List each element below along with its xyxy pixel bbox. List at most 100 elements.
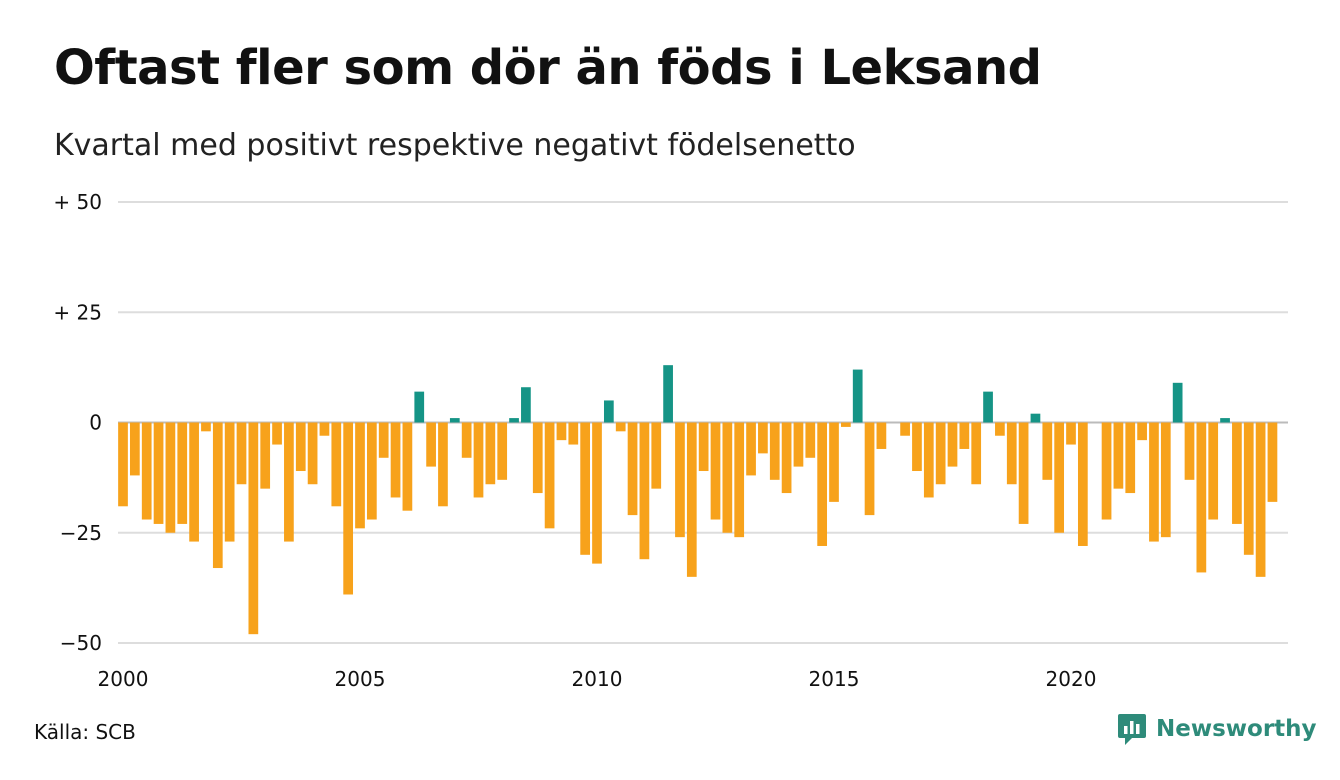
bar-negative [272, 422, 282, 445]
bar-negative [615, 422, 626, 432]
bar-negative [284, 422, 294, 542]
bar-negative [1184, 422, 1195, 480]
bar-negative [1137, 422, 1147, 441]
bar-negative [390, 422, 401, 498]
x-tick-label: 2000 [98, 667, 149, 691]
bar-negative [971, 422, 982, 485]
bar-negative [734, 422, 745, 538]
brand-name: Newsworthy [1156, 716, 1317, 742]
bar-negative [639, 422, 650, 560]
y-tick-label: −50 [60, 631, 102, 655]
bar-negative [592, 422, 602, 564]
bar-negative [864, 422, 875, 516]
bar-negative [402, 422, 413, 511]
bar-negative [129, 422, 140, 476]
bar-negative [1006, 422, 1017, 485]
bar-negative [1243, 422, 1254, 555]
bar-negative [461, 422, 472, 458]
bar-negative [722, 422, 733, 533]
brand-logo: Newsworthy [1117, 712, 1317, 746]
bar-negative [165, 422, 176, 533]
bar-negative [1255, 422, 1266, 577]
bar-positive [663, 365, 673, 423]
bar-negative [153, 422, 164, 524]
bar-negative [177, 422, 188, 524]
bar-negative [876, 422, 887, 449]
bar-negative [473, 422, 484, 498]
bar-negative [793, 422, 804, 467]
bar-negative [947, 422, 958, 467]
source-note: Källa: SCB [34, 720, 136, 744]
bar-negative [959, 422, 970, 449]
bar-negative [248, 422, 259, 635]
x-tick-label: 2015 [809, 667, 860, 691]
bar-negative [1160, 422, 1171, 538]
bar-negative [236, 422, 247, 485]
bar-negative [568, 422, 579, 445]
bar-negative [817, 422, 828, 546]
bar-negative [307, 422, 318, 485]
bars [118, 365, 1278, 635]
bar-negative [295, 422, 306, 472]
bar-negative [781, 422, 792, 494]
bar-negative [212, 422, 223, 569]
bar-positive [1030, 413, 1041, 423]
bar-negative [912, 422, 922, 472]
bar-negative [580, 422, 591, 555]
bar-negative [1125, 422, 1136, 494]
bar-negative [698, 422, 709, 472]
bar-negative [1054, 422, 1065, 533]
bar-negative [556, 422, 567, 441]
bar-negative [686, 422, 697, 577]
bar-negative [675, 422, 685, 538]
x-tick-label: 2005 [335, 667, 386, 691]
bar-negative [1066, 422, 1076, 445]
bar-positive [603, 400, 614, 423]
bar-negative [1149, 422, 1159, 542]
bar-negative [118, 422, 128, 507]
bar-positive [414, 391, 425, 423]
bar-positive [1220, 418, 1230, 423]
bar-negative [935, 422, 946, 485]
x-tick-label: 2010 [572, 667, 623, 691]
bar-negative [438, 422, 448, 507]
bar-positive [852, 369, 863, 423]
bar-negative [224, 422, 235, 542]
bar-positive [1172, 382, 1183, 423]
chart-subtitle: Kvartal med positivt respektive negativt… [54, 128, 856, 163]
bar-negative [1018, 422, 1029, 524]
newsworthy-logo-icon [1118, 714, 1146, 745]
bar-negative [1077, 422, 1088, 546]
bar-negative [900, 422, 910, 436]
bar-negative [805, 422, 816, 458]
bar-positive [449, 418, 460, 423]
bar-negative [201, 422, 211, 432]
bar-negative [710, 422, 721, 520]
bar-negative [829, 422, 839, 502]
bar-positive [983, 391, 993, 423]
bar-negative [995, 422, 1005, 436]
bar-positive [509, 418, 519, 423]
chart-title: Oftast fler som dör än föds i Leksand [54, 40, 1042, 96]
bar-negative [627, 422, 638, 516]
bar-negative [378, 422, 389, 458]
bar-positive [521, 387, 531, 423]
bar-negative [651, 422, 662, 489]
bar-negative [485, 422, 496, 485]
bar-negative [1113, 422, 1124, 489]
y-tick-label: −25 [60, 521, 102, 545]
bar-negative [532, 422, 543, 494]
bar-negative [923, 422, 934, 498]
bar-negative [840, 422, 851, 427]
bar-negative [544, 422, 555, 529]
bar-negative [319, 422, 330, 436]
bar-negative [189, 422, 199, 542]
bar-negative [1267, 422, 1278, 502]
axis-labels: + 50 + 25 0 −25 −50 2000 2005 2010 2015 2020 [53, 190, 1096, 691]
y-tick-label: 0 [89, 411, 102, 435]
bar-negative [355, 422, 365, 529]
bar-negative [343, 422, 354, 595]
bar-negative [331, 422, 342, 507]
bar-negative [746, 422, 756, 476]
bar-negative [758, 422, 768, 454]
